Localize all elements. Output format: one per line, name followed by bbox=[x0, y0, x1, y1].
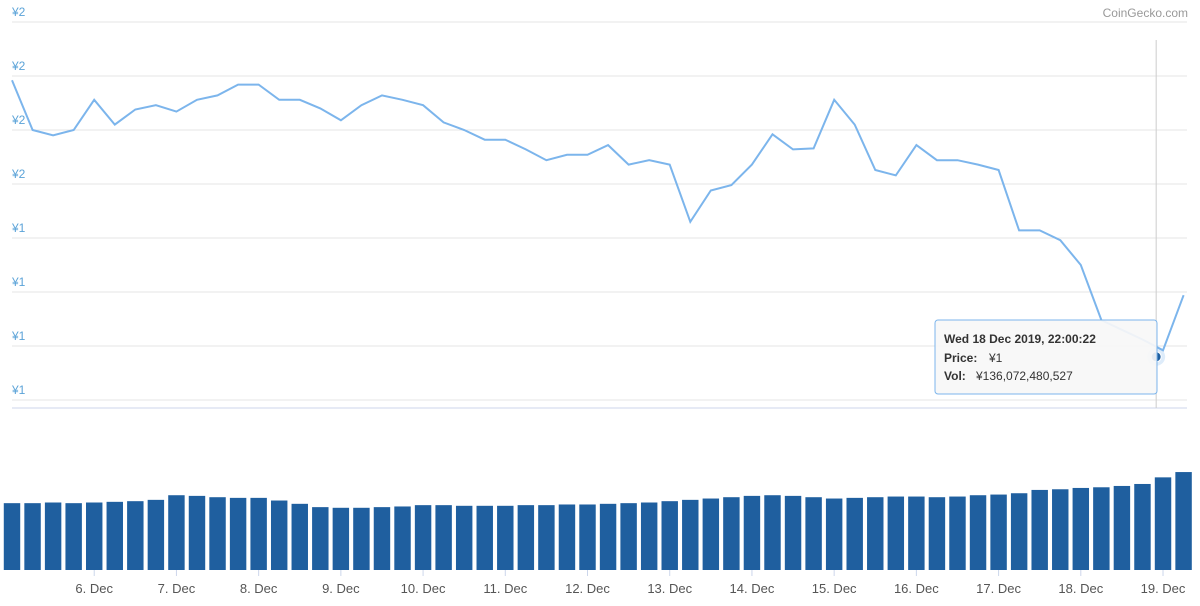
tooltip-price-name: Price: bbox=[944, 351, 977, 365]
tooltip-price: ¥1 bbox=[988, 351, 1003, 365]
x-tick-label: 16. Dec bbox=[894, 581, 939, 596]
volume-bar bbox=[517, 505, 535, 570]
x-tick-label: 17. Dec bbox=[976, 581, 1021, 596]
volume-bar bbox=[640, 502, 658, 570]
tooltip: Wed 18 Dec 2019, 22:00:22 Price: ¥1 Vol: ¥13… bbox=[934, 319, 1158, 395]
volume-bar bbox=[887, 496, 905, 570]
x-tick-label: 10. Dec bbox=[401, 581, 446, 596]
volume-bar bbox=[44, 502, 62, 570]
x-tick-label: 8. Dec bbox=[240, 581, 278, 596]
volume-bar bbox=[435, 505, 452, 570]
tooltip-date: Wed 18 Dec 2019, 22:00:22 bbox=[944, 332, 1096, 346]
volume-bar bbox=[661, 501, 678, 570]
x-tick-label: 14. Dec bbox=[730, 581, 775, 596]
volume-bar bbox=[3, 503, 21, 570]
volume-bar bbox=[867, 497, 884, 570]
volume-bar bbox=[682, 499, 699, 570]
y-tick-label: ¥1 bbox=[11, 329, 26, 343]
volume-bar bbox=[1175, 472, 1192, 570]
volume-bar bbox=[414, 505, 432, 570]
x-tick-label: 9. Dec bbox=[322, 581, 360, 596]
y-tick-label: ¥2 bbox=[11, 5, 26, 19]
volume-bar bbox=[846, 497, 863, 570]
tooltip-box bbox=[934, 319, 1158, 395]
volume-bar bbox=[373, 507, 391, 570]
volume-bar bbox=[743, 495, 761, 570]
volume-bar bbox=[1052, 489, 1069, 570]
tooltip-vol-name: Vol: bbox=[944, 369, 966, 383]
volume-bar bbox=[455, 505, 473, 570]
volume-bar bbox=[168, 495, 185, 570]
volume-bar bbox=[1093, 487, 1110, 570]
volume-bar bbox=[24, 503, 41, 570]
volume-bar bbox=[784, 495, 802, 570]
y-tick-label: ¥1 bbox=[11, 275, 26, 289]
volume-bar bbox=[805, 497, 822, 570]
volume-bar bbox=[332, 507, 350, 570]
x-tick-label: 7. Dec bbox=[158, 581, 196, 596]
volume-bar bbox=[1072, 487, 1090, 570]
y-tick-label: ¥2 bbox=[11, 167, 26, 181]
volume-bar bbox=[990, 494, 1007, 570]
volume-bar bbox=[702, 498, 720, 570]
volume-bar bbox=[1134, 483, 1151, 570]
volume-bar bbox=[394, 506, 411, 570]
volume-bar bbox=[908, 496, 925, 570]
volume-bar bbox=[229, 497, 247, 570]
price-line bbox=[11, 79, 1185, 352]
volume-bar bbox=[620, 503, 637, 570]
volume-bar bbox=[1031, 489, 1048, 570]
x-tick-label: 19. Dec bbox=[1141, 581, 1186, 596]
x-tick-label: 12. Dec bbox=[565, 581, 610, 596]
volume-bar bbox=[291, 503, 308, 570]
volume-bar bbox=[599, 503, 617, 570]
volume-bar bbox=[1154, 477, 1172, 570]
volume-bar bbox=[949, 496, 966, 570]
volume-bar bbox=[558, 504, 576, 570]
volume-bar bbox=[1010, 493, 1028, 570]
volume-bar bbox=[1113, 485, 1131, 570]
x-tick-label: 15. Dec bbox=[812, 581, 857, 596]
x-tick-label: 11. Dec bbox=[483, 581, 527, 596]
volume-bar bbox=[250, 497, 267, 570]
volume-bar bbox=[476, 505, 493, 570]
volume-bar bbox=[85, 502, 103, 570]
volume-bar bbox=[147, 499, 165, 570]
volume-bar bbox=[764, 495, 781, 570]
volume-bar bbox=[579, 504, 596, 570]
volume-bar bbox=[127, 501, 144, 570]
volume-bar bbox=[188, 495, 206, 570]
y-tick-label: ¥1 bbox=[11, 221, 26, 235]
volume-bar bbox=[825, 498, 843, 570]
volume-bar bbox=[353, 507, 370, 570]
volume-bar bbox=[65, 503, 82, 570]
x-tick-label: 13. Dec bbox=[647, 581, 692, 596]
x-tick-label: 6. Dec bbox=[75, 581, 113, 596]
volume-bar bbox=[270, 500, 288, 570]
volume-bar bbox=[969, 495, 987, 570]
volume-bar bbox=[928, 497, 946, 570]
volume-bar bbox=[312, 507, 329, 570]
credit: CoinGecko.com bbox=[1103, 6, 1188, 20]
tooltip-vol: ¥136,072,480,527 bbox=[975, 369, 1073, 383]
y-tick-label: ¥1 bbox=[11, 383, 26, 397]
volume-bar bbox=[723, 497, 740, 570]
volume-bar bbox=[497, 505, 514, 570]
volume-bar bbox=[106, 501, 123, 570]
y-tick-label: ¥2 bbox=[11, 59, 26, 73]
volume-bar bbox=[209, 497, 226, 570]
x-tick-label: 18. Dec bbox=[1058, 581, 1103, 596]
y-tick-label: ¥2 bbox=[11, 113, 26, 127]
volume-bar bbox=[538, 505, 555, 570]
